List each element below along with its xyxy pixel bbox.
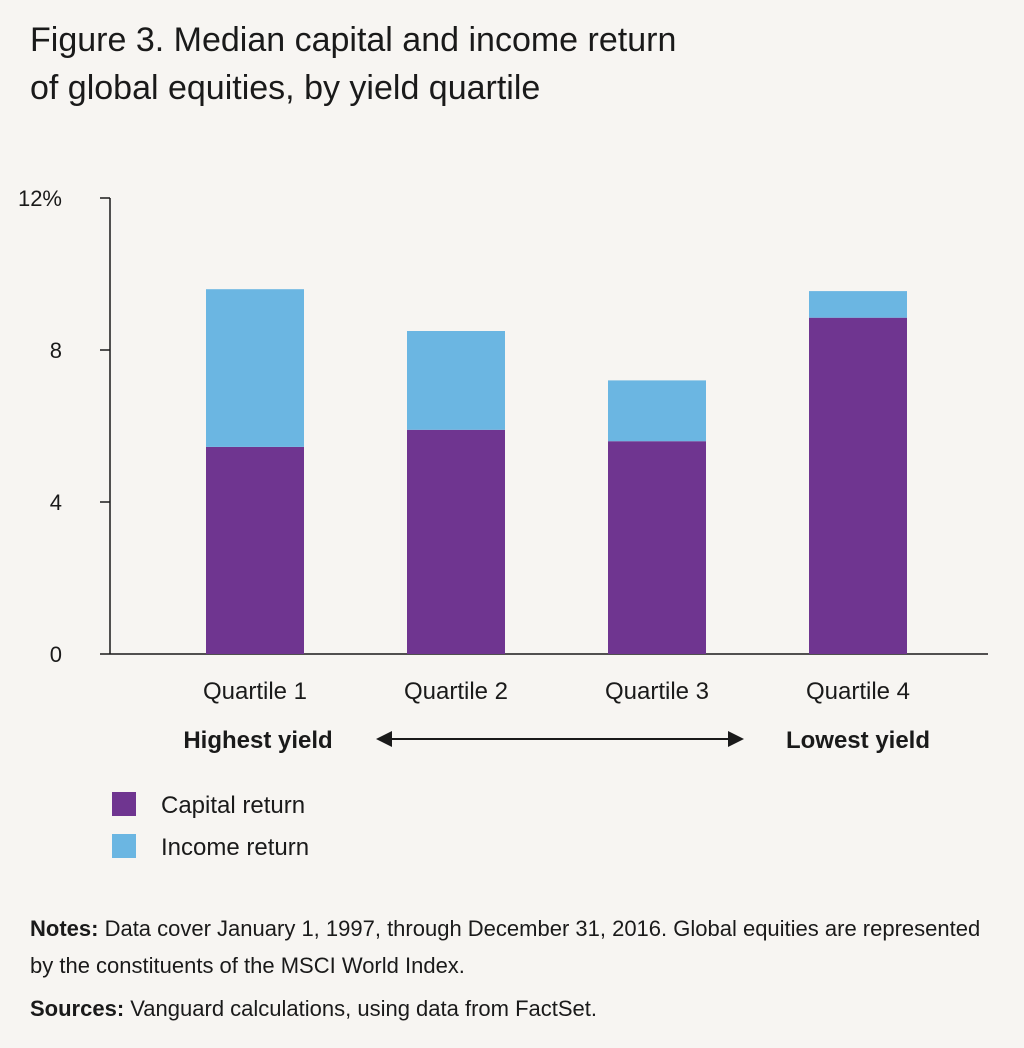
arrow-left-icon	[376, 731, 392, 747]
notes-section: Notes: Data cover January 1, 1997, throu…	[30, 910, 1000, 1027]
y-tick-label: 0	[50, 642, 62, 667]
y-tick-label: 4	[50, 490, 62, 515]
chart-bars	[206, 289, 907, 654]
notes-label: Notes:	[30, 916, 99, 941]
x-tick-label: Quartile 4	[806, 678, 910, 705]
highest-yield-label: Highest yield	[183, 727, 332, 754]
bar-capital-return	[809, 317, 907, 654]
bar-income-return	[809, 291, 907, 318]
x-tick-labels: Quartile 1 Quartile 2 Quartile 3 Quartile 4	[203, 678, 910, 705]
sources-label: Sources:	[30, 996, 125, 1021]
notes-text: Data cover January 1, 1997, through Dece…	[30, 916, 981, 978]
bar-income-return	[206, 289, 304, 447]
bar-capital-return	[608, 441, 706, 654]
chart-title: Figure 3. Median capital and income retu…	[30, 16, 930, 112]
legend-swatch-income	[112, 834, 136, 858]
legend-swatch-capital	[112, 792, 136, 816]
bar-capital-return	[407, 429, 505, 654]
legend-label-income: Income return	[161, 834, 309, 861]
sources-text: Vanguard calculations, using data from F…	[124, 996, 598, 1021]
notes-paragraph: Notes: Data cover January 1, 1997, throu…	[30, 910, 1000, 984]
bar-income-return	[608, 380, 706, 442]
y-tick-label: 8	[50, 338, 62, 363]
title-line-1: Figure 3. Median capital and income retu…	[30, 21, 677, 59]
x-tick-label: Quartile 1	[203, 678, 307, 705]
lowest-yield-label: Lowest yield	[786, 727, 930, 754]
bar-capital-return	[206, 446, 304, 654]
x-tick-label: Quartile 3	[605, 678, 709, 705]
x-tick-label: Quartile 2	[404, 678, 508, 705]
arrow-right-icon	[728, 731, 744, 747]
yield-annotation: Highest yield Lowest yield	[183, 727, 930, 754]
y-tick-label: 12%	[18, 186, 62, 211]
title-line-2: of global equities, by yield quartile	[30, 69, 541, 107]
legend-label-capital: Capital return	[161, 792, 305, 819]
bar-income-return	[407, 331, 505, 430]
sources-paragraph: Sources: Vanguard calculations, using da…	[30, 990, 1000, 1027]
legend: Capital return Income return	[112, 792, 309, 861]
